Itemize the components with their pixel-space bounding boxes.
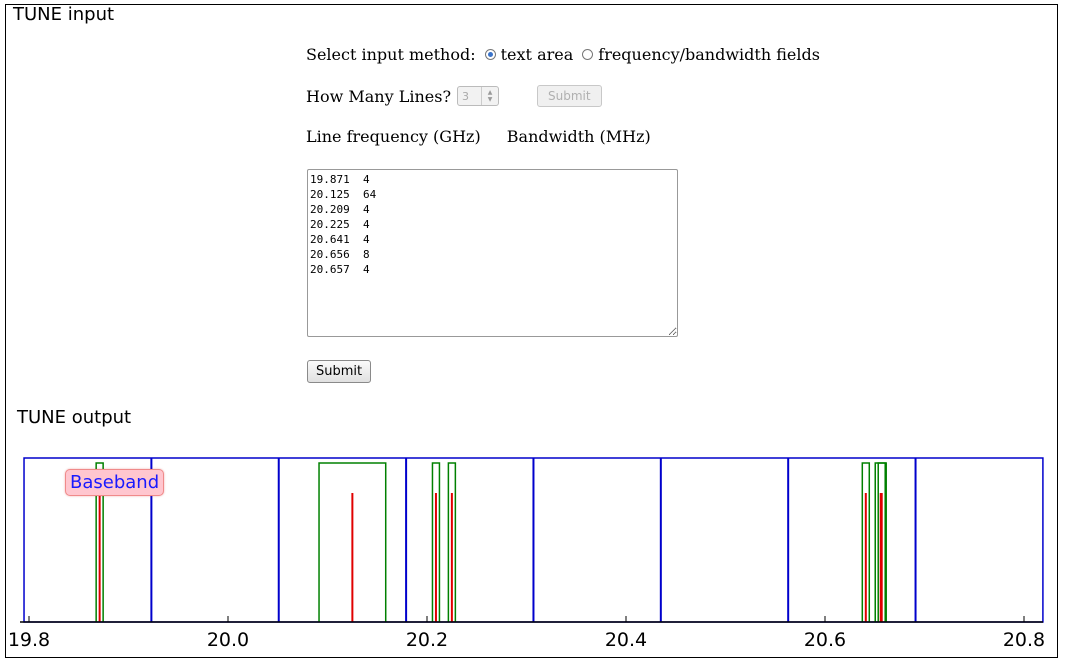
text-area-radio[interactable]: [484, 49, 496, 60]
x-tick-label: 20.8: [1003, 629, 1045, 651]
stepper-arrows-icon[interactable]: ▲ ▼: [481, 87, 498, 105]
freq-bw-fields-radio-label[interactable]: frequency/bandwidth fields: [598, 45, 820, 64]
line-window: [447, 462, 457, 622]
input-method-label: Select input method:: [306, 45, 476, 64]
tune-output-title: TUNE output: [17, 407, 132, 428]
how-many-lines-submit-button[interactable]: Submit: [537, 85, 602, 107]
submit-button[interactable]: Submit: [307, 360, 372, 383]
line-window: [318, 462, 387, 622]
input-method-row: Select input method: text area frequency…: [306, 45, 820, 64]
line-frequency-header: Line frequency (GHz): [306, 127, 481, 146]
line-window: [861, 462, 871, 622]
line-window: [877, 462, 886, 622]
x-tick-label: 19.8: [8, 629, 50, 651]
x-tick-label: 20.2: [406, 629, 448, 651]
how-many-lines-value: 3: [462, 89, 470, 103]
baseband-label: Baseband: [65, 469, 165, 496]
how-many-lines-label: How Many Lines?: [306, 86, 452, 106]
tune-output-chart: 19.8 20.0 20.2 20.4 20.6 20.8: [8, 457, 1045, 651]
lines-textarea[interactable]: [307, 169, 678, 337]
text-area-radio-label[interactable]: text area: [500, 45, 574, 64]
how-many-lines-stepper[interactable]: 3 ▲ ▼: [457, 86, 500, 106]
x-tick-label: 20.6: [804, 629, 846, 651]
x-tick-label: 20.0: [207, 629, 249, 651]
line-window: [95, 462, 104, 622]
bandwidth-header: Bandwidth (MHz): [506, 127, 651, 146]
how-many-lines-row: How Many Lines? 3 ▲ ▼ Submit: [306, 85, 602, 107]
freq-bw-fields-radio[interactable]: [582, 49, 594, 60]
x-tick-label: 20.4: [605, 629, 647, 651]
column-headers: Line frequency (GHz) Bandwidth (MHz): [306, 127, 651, 146]
line-window: [431, 462, 441, 622]
tune-input-title: TUNE input: [13, 4, 115, 25]
